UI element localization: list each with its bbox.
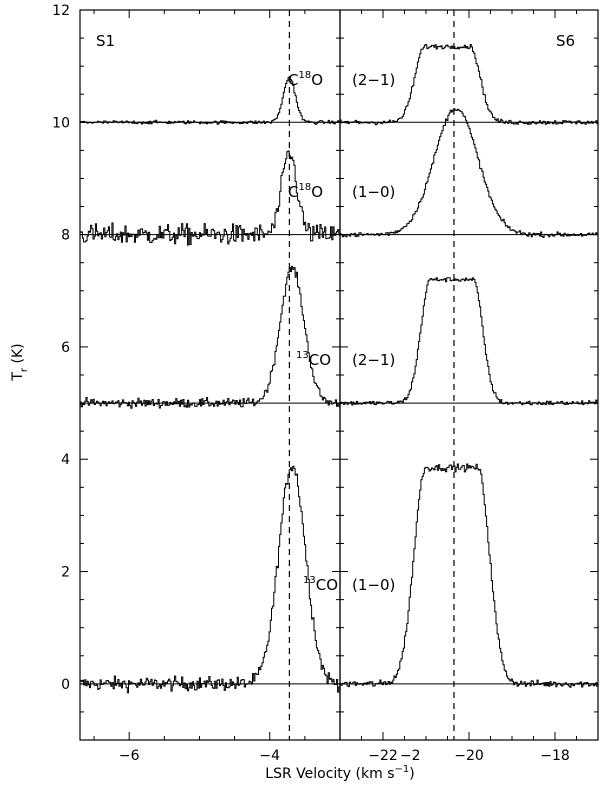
spectrum-trace xyxy=(80,265,340,409)
tick-labels: −6 −4 −2−22 −20 −18 0 2 4 6 8 10 12 xyxy=(52,3,570,764)
y-tick-label: 4 xyxy=(61,452,70,468)
panel-frame xyxy=(79,9,341,741)
transition-label: (1−0) xyxy=(352,183,395,201)
x-axis-label: LSR Velocity (km s−1) xyxy=(265,764,414,782)
x-tick-label: −6 xyxy=(119,748,140,764)
reference-velocity-lines xyxy=(288,10,455,740)
panel-title-s6: S6 xyxy=(556,32,575,50)
x-tick-label: −18 xyxy=(540,748,570,764)
axis-ticks xyxy=(80,9,599,741)
y-tick-label: 10 xyxy=(52,115,70,131)
spectrum-trace xyxy=(340,44,598,126)
molecule-label: 13CO xyxy=(303,575,338,594)
x-tick-label: −20 xyxy=(454,748,484,764)
x-tick-label: −22 xyxy=(368,748,398,764)
x-tick-label: −2 xyxy=(400,748,421,764)
spectrum-trace xyxy=(80,76,340,125)
molecule-label: C18O xyxy=(288,182,323,201)
transition-label: (2−1) xyxy=(352,351,395,369)
y-tick-label: 12 xyxy=(52,3,70,19)
x-tick-label: −4 xyxy=(259,748,280,764)
transition-label: (2−1) xyxy=(352,71,395,89)
molecule-label: 13CO xyxy=(296,350,331,369)
y-tick-label: 2 xyxy=(61,565,70,581)
spectra-traces xyxy=(80,44,598,694)
spectrum-trace xyxy=(340,463,598,688)
spectrum-trace xyxy=(340,108,598,238)
panel-frame xyxy=(339,9,599,741)
y-tick-label: 0 xyxy=(61,677,70,693)
spectrum-trace xyxy=(80,465,340,694)
y-tick-label: 8 xyxy=(61,228,70,244)
spectrum-trace xyxy=(80,150,340,246)
spectrum-trace xyxy=(340,277,598,406)
molecule-label: C18O xyxy=(288,70,323,89)
transition-label: (1−0) xyxy=(352,576,395,594)
y-tick-label: 6 xyxy=(61,340,70,356)
y-axis-label: Tr (K) xyxy=(10,343,30,381)
panel-title-s1: S1 xyxy=(96,32,115,50)
